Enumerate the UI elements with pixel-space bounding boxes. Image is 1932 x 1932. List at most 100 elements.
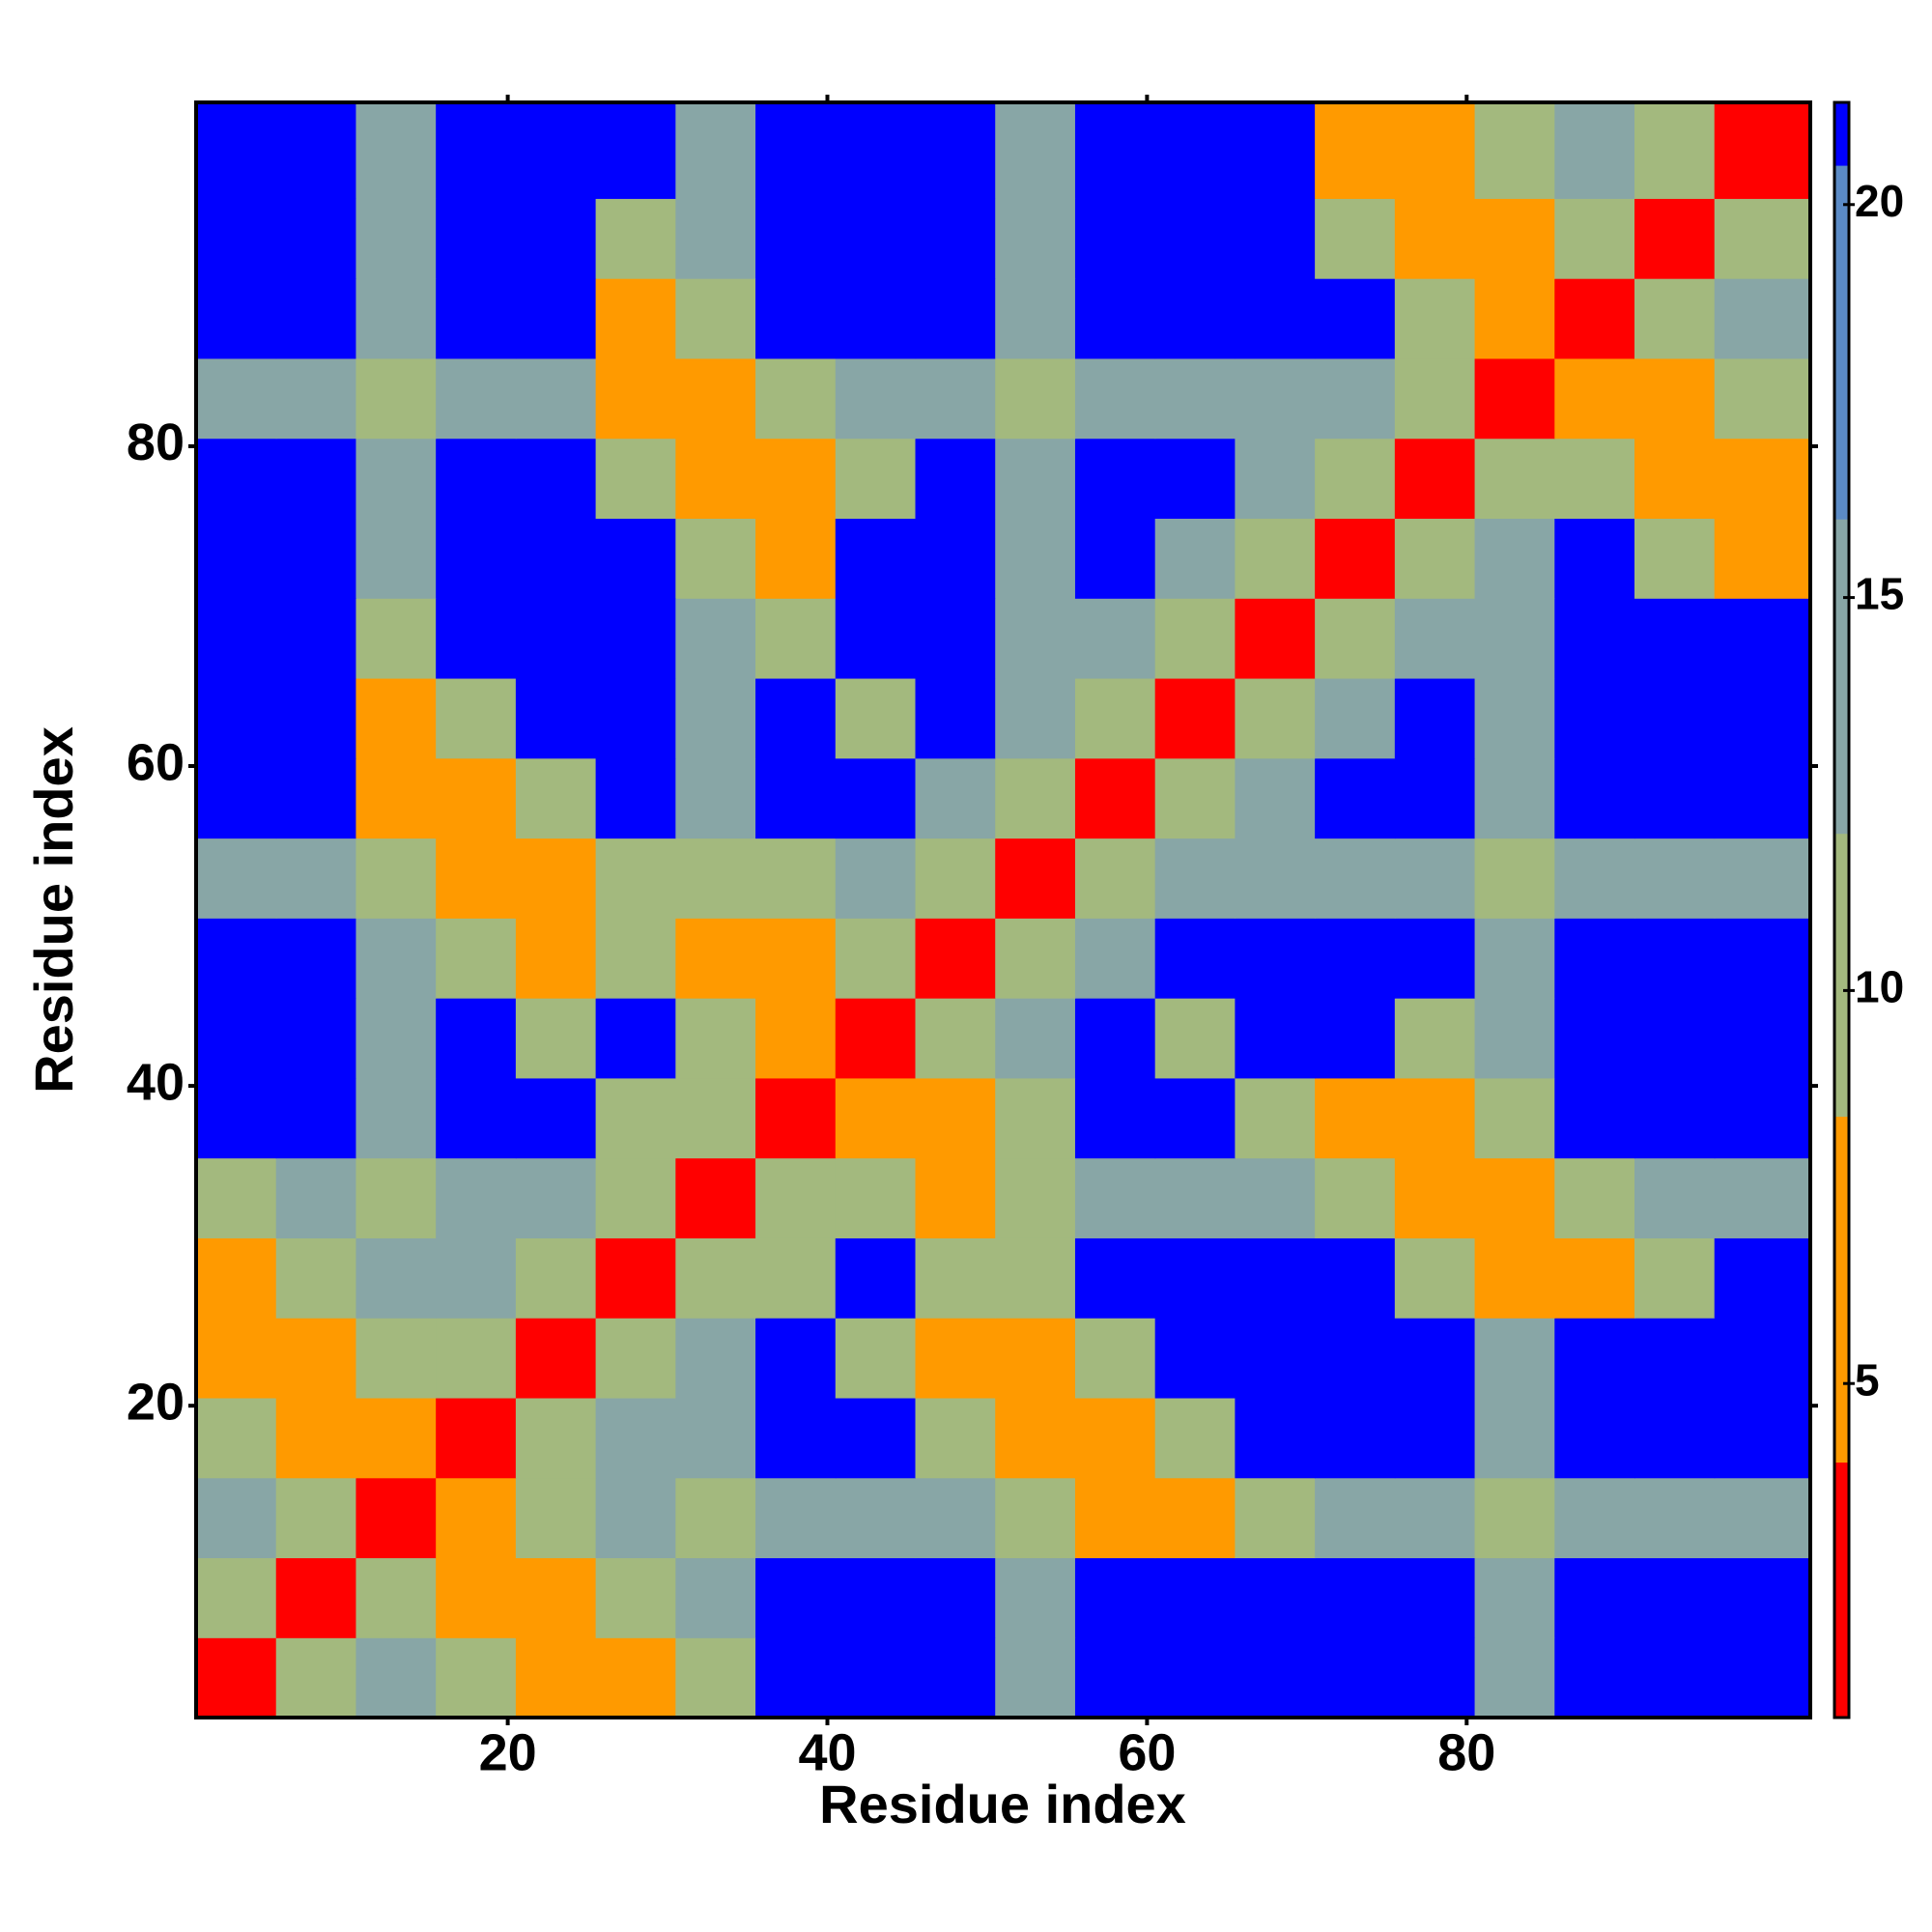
heatmap-cell (1714, 1397, 1811, 1479)
heatmap-cell (1315, 998, 1396, 1079)
heatmap-cell (1634, 757, 1716, 839)
heatmap-cell (1474, 198, 1555, 279)
heatmap-cell (196, 1318, 277, 1399)
heatmap-cell (275, 1477, 357, 1559)
heatmap-cell (1714, 1157, 1811, 1238)
heatmap-cell (1714, 677, 1811, 759)
heatmap-cell (1554, 757, 1635, 839)
heatmap-cell (1554, 518, 1635, 599)
heatmap-cell (1154, 1637, 1236, 1719)
heatmap-cell (1554, 1397, 1635, 1479)
heatmap-cell (915, 1077, 996, 1159)
heatmap-cell (1074, 598, 1156, 679)
heatmap-cell (995, 278, 1076, 359)
heatmap-cell (1554, 198, 1635, 279)
heatmap-cell (1154, 1318, 1236, 1399)
heatmap-cell (915, 438, 996, 520)
heatmap-cell (1474, 278, 1555, 359)
heatmap-cell (196, 1397, 277, 1479)
heatmap-cell (196, 102, 277, 199)
heatmap-cell (1315, 1397, 1396, 1479)
heatmap-cell (755, 918, 837, 999)
heatmap-cell (595, 278, 676, 359)
heatmap-cell (1235, 1157, 1316, 1238)
heatmap-cell (755, 518, 837, 599)
heatmap-cell (515, 198, 597, 279)
heatmap-cell (275, 1318, 357, 1399)
heatmap-cell (1474, 438, 1555, 520)
heatmap-cell (275, 1397, 357, 1479)
heatmap-cell (1394, 357, 1476, 440)
heatmap-cell (1474, 357, 1555, 440)
heatmap-cell (915, 1557, 996, 1638)
heatmap-cell (355, 357, 437, 440)
heatmap-cell (595, 838, 676, 919)
heatmap-cell (1394, 1077, 1476, 1159)
heatmap-cell (995, 1557, 1076, 1638)
heatmap-cell (675, 598, 756, 679)
heatmap-cell (675, 1237, 756, 1319)
heatmap-cell (1634, 1637, 1716, 1719)
heatmap-cell (675, 838, 756, 919)
heatmap-cell (515, 998, 597, 1079)
heatmap-cell (1315, 677, 1396, 759)
heatmap-cell (1235, 278, 1316, 359)
heatmap-cell (595, 198, 676, 279)
heatmap-cell (196, 598, 277, 679)
heatmap-cell (196, 1157, 277, 1238)
heatmap-cell (1634, 357, 1716, 440)
heatmap-cell (436, 278, 517, 359)
heatmap-cell (1154, 1077, 1236, 1159)
heatmap-cell (595, 757, 676, 839)
heatmap-cell (835, 1318, 917, 1399)
heatmap-cell (1394, 1557, 1476, 1638)
heatmap-cell (915, 1318, 996, 1399)
heatmap-cell (515, 757, 597, 839)
heatmap-cell (1074, 518, 1156, 599)
heatmap-cell (1554, 598, 1635, 679)
heatmap-cell (196, 918, 277, 999)
heatmap-cell (675, 518, 756, 599)
heatmap-cell (436, 1077, 517, 1159)
heatmap-cell (355, 278, 437, 359)
heatmap-cell (915, 102, 996, 199)
heatmap-cell (1474, 1477, 1555, 1559)
heatmap-cell (196, 1637, 277, 1719)
y-tick-label: 60 (127, 733, 185, 791)
heatmap-cell (355, 102, 437, 199)
heatmap-cell (515, 1157, 597, 1238)
heatmap-cell (835, 438, 917, 520)
heatmap-cell (995, 518, 1076, 599)
x-tick-label: 20 (479, 1723, 537, 1781)
heatmap-cell (1235, 677, 1316, 759)
heatmap-cell (1235, 357, 1316, 440)
heatmap-cell (1474, 1637, 1555, 1719)
heatmap-cell (275, 278, 357, 359)
heatmap-cell (1714, 1477, 1811, 1559)
heatmap-cell (1074, 1397, 1156, 1479)
heatmap-cell (436, 598, 517, 679)
heatmap-cell (196, 757, 277, 839)
heatmap-cell (355, 757, 437, 839)
heatmap-cell (1315, 438, 1396, 520)
heatmap-cell (275, 1237, 357, 1319)
heatmap-cell (1154, 102, 1236, 199)
heatmap-cell (196, 1077, 277, 1159)
heatmap-cell (1235, 1477, 1316, 1559)
heatmap-cell (675, 1077, 756, 1159)
heatmap-cell (1554, 1318, 1635, 1399)
heatmap-cell (355, 1157, 437, 1238)
heatmap-cell (835, 1077, 917, 1159)
heatmap-cell (1074, 357, 1156, 440)
heatmap-cell (436, 677, 517, 759)
heatmap-cell (1154, 1157, 1236, 1238)
heatmap-cell (755, 998, 837, 1079)
y-axis-title: Residue index (23, 726, 84, 1094)
heatmap-cell (915, 838, 996, 919)
heatmap-cell (835, 102, 917, 199)
heatmap-cell (1474, 918, 1555, 999)
heatmap-cell (275, 838, 357, 919)
heatmap-cell (595, 918, 676, 999)
heatmap-cell (436, 838, 517, 919)
heatmap-cell (1554, 278, 1635, 359)
